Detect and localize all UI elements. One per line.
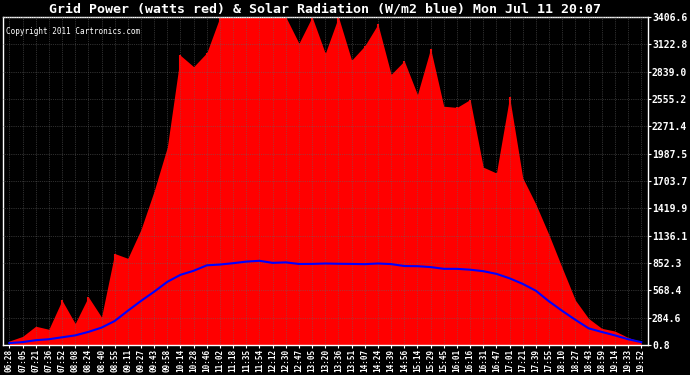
- Title: Grid Power (watts red) & Solar Radiation (W/m2 blue) Mon Jul 11 20:07: Grid Power (watts red) & Solar Radiation…: [49, 3, 601, 16]
- Text: Copyright 2011 Cartronics.com: Copyright 2011 Cartronics.com: [6, 27, 140, 36]
